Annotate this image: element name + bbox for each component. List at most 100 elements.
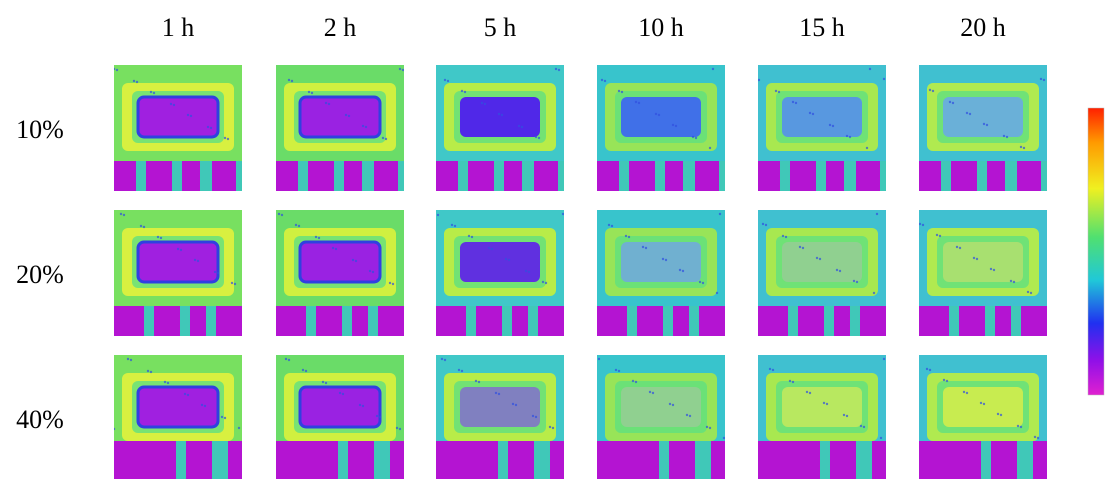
tile-speck (127, 358, 129, 360)
tile-speck (525, 270, 527, 272)
tile-speck (227, 138, 229, 140)
tile-speck (123, 214, 125, 216)
tile-speck (699, 281, 701, 283)
tile-speck (495, 392, 497, 394)
tile-gap (298, 161, 308, 191)
tile-gap (663, 306, 673, 336)
tile-speck (484, 103, 486, 105)
heatmap-tile (597, 210, 735, 336)
tile-speck (926, 368, 928, 370)
tile-speck (180, 249, 182, 251)
tile-speck (709, 427, 711, 429)
tile-speck (392, 283, 394, 285)
tile-speck (402, 69, 404, 71)
tile-speck (716, 292, 718, 294)
tile-speck (826, 403, 828, 405)
tile-speck (342, 393, 344, 395)
tile-speck (555, 68, 557, 70)
tile-gap (659, 441, 669, 479)
tile-speck (799, 246, 801, 248)
figure: 1 h2 h5 h10 h15 h20 h10%20%40% (0, 0, 1105, 479)
tile-speck (498, 393, 500, 395)
tile-gap (176, 441, 186, 479)
tile-speck (302, 369, 304, 371)
tile-speck (939, 235, 941, 237)
tile-gap (338, 441, 348, 479)
tile-gap (242, 306, 252, 336)
tile-body (758, 65, 892, 191)
tile-speck (618, 370, 620, 372)
tile-gap (619, 161, 629, 191)
tile-speck (1013, 281, 1015, 283)
tile-core (782, 242, 862, 282)
tile-speck (143, 226, 145, 228)
tile-speck (628, 236, 630, 238)
tile-speck (204, 405, 206, 407)
tile-gap (306, 306, 316, 336)
tile-gap (398, 161, 410, 191)
tile-body (114, 210, 252, 336)
tile-speck (281, 214, 283, 216)
tile-speck (508, 259, 510, 261)
tile-speck (809, 392, 811, 394)
tile-speck (823, 402, 825, 404)
tile-speck (642, 246, 644, 248)
tile-speck (475, 380, 477, 382)
tile-gap (1059, 441, 1069, 479)
tile-speck (692, 136, 694, 138)
tile-speck (501, 114, 503, 116)
tile-gap (820, 441, 830, 479)
tile-speck (231, 282, 233, 284)
column-header: 2 h (324, 13, 357, 42)
tile-gap (180, 306, 190, 336)
tile-speck (535, 136, 537, 138)
tile-speck (839, 270, 841, 272)
tile-speck (883, 78, 885, 80)
tile-gap (725, 306, 735, 336)
tile-gap (788, 306, 798, 336)
heatmap-tile (758, 210, 896, 336)
tile-core (943, 387, 1023, 427)
tile-speck (682, 270, 684, 272)
tile-speck (305, 370, 307, 372)
tile-gap (564, 306, 574, 336)
tile-speck (1003, 135, 1005, 137)
tile-speck (1034, 436, 1036, 438)
tile-speck (802, 247, 804, 249)
color-bar (1088, 108, 1104, 395)
tile-body (597, 355, 747, 479)
tile-speck (512, 403, 514, 405)
tile-gap (502, 306, 512, 336)
tile-speck (288, 79, 290, 81)
tile-speck (399, 428, 401, 430)
tile-speck (558, 69, 560, 71)
tile-gap (362, 161, 374, 191)
heatmap-tile (276, 65, 410, 191)
tile-speck (876, 213, 878, 215)
tile-speck (719, 213, 721, 215)
tile-speck (723, 437, 725, 439)
tile-speck (532, 415, 534, 417)
tile-speck (210, 127, 212, 129)
tile-speck (686, 414, 688, 416)
tile-speck (655, 113, 657, 115)
tile-speck (863, 426, 865, 428)
tile-gap (1041, 161, 1053, 191)
tile-speck (769, 368, 771, 370)
tile-speck (959, 247, 961, 249)
heatmap-tile (919, 355, 1069, 479)
tile-speck (113, 68, 115, 70)
tile-speck (929, 369, 931, 371)
tile-speck (157, 236, 159, 238)
tile-gap (458, 161, 468, 191)
tile-gap (1047, 306, 1057, 336)
tile-speck (140, 225, 142, 227)
tile-body (597, 210, 735, 336)
tile-gap (985, 306, 995, 336)
tile-gap (862, 441, 872, 479)
tile-speck (611, 225, 613, 227)
tile-speck (451, 224, 453, 226)
tile-speck (376, 415, 378, 417)
tile-speck (288, 359, 290, 361)
tile-speck (190, 115, 192, 117)
